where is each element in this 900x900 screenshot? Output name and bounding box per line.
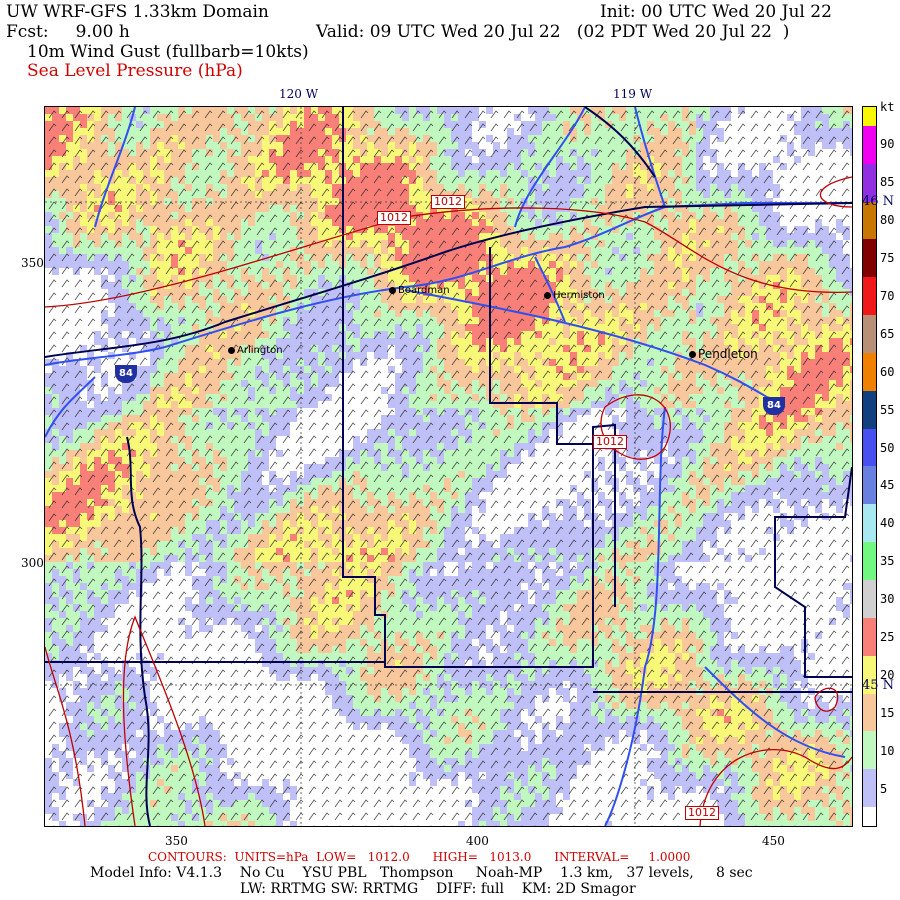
colorbar-label: 10 bbox=[880, 744, 895, 759]
colorbar-swatch bbox=[863, 617, 876, 637]
colorbar-swatch bbox=[863, 163, 876, 183]
colorbar-swatch bbox=[863, 220, 876, 240]
lat-label-45n: 45 N bbox=[862, 678, 895, 693]
contour-label: 1012 bbox=[685, 806, 719, 820]
colorbar-label: 45 bbox=[880, 478, 895, 493]
colorbar-unit: kt bbox=[880, 100, 895, 114]
colorbar-label: 85 bbox=[880, 174, 895, 189]
colorbar-label: 5 bbox=[880, 782, 888, 797]
colorbar-swatch bbox=[863, 636, 876, 656]
x-label-350: 350 bbox=[165, 834, 188, 848]
x-label-400: 400 bbox=[466, 834, 489, 848]
colorbar-swatch bbox=[863, 315, 876, 335]
field-label-slp: Sea Level Pressure (hPa) bbox=[27, 61, 243, 81]
colorbar-label: 50 bbox=[880, 440, 895, 455]
x-label-450: 450 bbox=[762, 834, 785, 848]
colorbar-label: 75 bbox=[880, 250, 895, 265]
colorbar-label: 55 bbox=[880, 402, 895, 417]
city-label: Boardman bbox=[398, 285, 450, 296]
borders bbox=[45, 107, 852, 826]
colorbar-swatch bbox=[863, 277, 876, 297]
y-label-350: 350 bbox=[21, 256, 44, 270]
colorbar-swatch bbox=[863, 258, 876, 278]
colorbar-swatch bbox=[863, 731, 876, 751]
colorbar-label: 25 bbox=[880, 630, 895, 645]
colorbar-swatch bbox=[863, 807, 876, 826]
colorbar-swatch bbox=[863, 561, 876, 581]
model-title: UW WRF-GFS 1.33km Domain bbox=[6, 2, 269, 22]
colorbar-label: 30 bbox=[880, 592, 895, 607]
colorbar-swatch bbox=[863, 409, 876, 429]
colorbar-swatch bbox=[863, 334, 876, 353]
lat-label-46n: 46 N bbox=[862, 194, 895, 209]
colorbar-swatch bbox=[863, 693, 876, 713]
interstate-84-shield-east: 84 bbox=[763, 397, 785, 415]
contour-label: 1012 bbox=[377, 211, 411, 225]
city-hermiston: Hermiston bbox=[544, 290, 605, 301]
model-info: Model Info: V4.1.3 No Cu YSU PBL Thompso… bbox=[90, 865, 753, 881]
colorbar-swatch bbox=[863, 542, 876, 562]
colorbar bbox=[862, 106, 877, 827]
city-arlington: Arlington bbox=[228, 345, 283, 356]
contour-label: 1012 bbox=[431, 195, 465, 209]
colorbar-label: 60 bbox=[880, 364, 895, 379]
colorbar-label: 35 bbox=[880, 554, 895, 569]
colorbar-label: 90 bbox=[880, 136, 895, 151]
colorbar-swatch bbox=[863, 106, 876, 126]
city-label: Hermiston bbox=[553, 290, 605, 301]
rivers bbox=[45, 107, 852, 826]
colorbar-swatch bbox=[863, 674, 876, 694]
colorbar-label: 20 bbox=[880, 668, 895, 683]
colorbar-swatch bbox=[863, 788, 876, 808]
colorbar-swatch bbox=[863, 447, 876, 467]
colorbar-label: 65 bbox=[880, 326, 895, 341]
valid-time: Valid: 09 UTC Wed 20 Jul 22 (02 PDT Wed … bbox=[316, 22, 790, 42]
physics-info: LW: RRTMG SW: RRTMG DIFF: full KM: 2D Sm… bbox=[240, 881, 636, 897]
colorbar-swatch bbox=[863, 485, 876, 505]
lon-label-120w: 120 W bbox=[279, 87, 319, 101]
init-time: Init: 00 UTC Wed 20 Jul 22 bbox=[600, 2, 832, 22]
wind-barbs bbox=[45, 107, 852, 826]
colorbar-swatch bbox=[863, 504, 876, 524]
colorbar-swatch bbox=[863, 769, 876, 789]
colorbar-swatch bbox=[863, 580, 876, 599]
colorbar-label: 70 bbox=[880, 288, 895, 303]
colorbar-swatch bbox=[863, 712, 876, 732]
colorbar-swatch bbox=[863, 371, 876, 391]
colorbar-label: 80 bbox=[880, 212, 895, 227]
colorbar-swatch bbox=[863, 182, 876, 202]
colorbar-swatch bbox=[863, 523, 876, 543]
field-label-gust: 10m Wind Gust (fullbarb=10kts) bbox=[27, 42, 309, 62]
city-dot bbox=[389, 286, 396, 294]
colorbar-swatch bbox=[863, 201, 876, 221]
colorbar-swatch bbox=[863, 750, 876, 770]
colorbar-swatch bbox=[863, 428, 876, 448]
colorbar-label: 40 bbox=[880, 516, 895, 531]
colorbar-swatch bbox=[863, 352, 876, 372]
city-boardman: Boardman bbox=[389, 285, 450, 296]
city-label: Arlington bbox=[237, 345, 283, 356]
interstate-84-shield-west: 84 bbox=[115, 365, 137, 383]
colorbar-swatch bbox=[863, 125, 876, 145]
city-dot bbox=[544, 291, 551, 299]
colorbar-label: 15 bbox=[880, 706, 895, 721]
city-pendleton: Pendleton bbox=[689, 347, 758, 361]
city-dot bbox=[228, 346, 235, 354]
colorbar-swatch bbox=[863, 390, 876, 410]
colorbar-swatch bbox=[863, 655, 876, 675]
y-label-300: 300 bbox=[21, 556, 44, 570]
contour-info: CONTOURS: UNITS=hPa LOW= 1012.0 HIGH= 10… bbox=[148, 850, 691, 864]
colorbar-swatch bbox=[863, 144, 876, 164]
forecast-hour: Fcst: 9.00 h bbox=[6, 22, 130, 42]
map-panel: Boardman Hermiston Arlington Pendleton 8… bbox=[44, 106, 853, 827]
colorbar-swatch bbox=[863, 296, 876, 316]
colorbar-swatch bbox=[863, 466, 876, 486]
city-label: Pendleton bbox=[698, 347, 758, 361]
contour-label: 1012 bbox=[593, 435, 627, 449]
colorbar-swatch bbox=[863, 239, 876, 259]
lon-label-119w: 119 W bbox=[613, 87, 653, 101]
colorbar-swatch bbox=[863, 598, 876, 618]
city-dot bbox=[689, 351, 696, 358]
